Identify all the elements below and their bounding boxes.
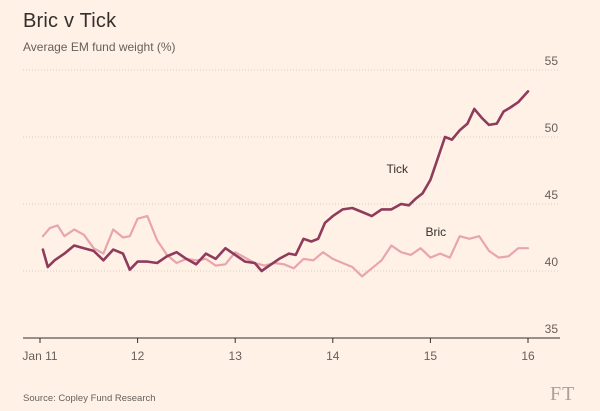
chart-subtitle: Average EM fund weight (%) — [23, 40, 176, 54]
series-line-tick — [41, 90, 530, 273]
ft-logo: FT — [550, 383, 576, 405]
y-tick-label-40: 40 — [545, 255, 559, 269]
x-tick-label-1: 12 — [131, 349, 145, 363]
y-tick-label-55: 55 — [545, 54, 559, 68]
y-tick-label-45: 45 — [545, 188, 559, 202]
y-tick-label-35: 35 — [545, 322, 559, 336]
x-tick-label-4: 15 — [424, 349, 438, 363]
series-label-tick: Tick — [386, 162, 409, 176]
chart-title: Bric v Tick — [23, 10, 117, 32]
y-tick-label-50: 50 — [545, 121, 559, 135]
x-tick-label-0: Jan 11 — [22, 349, 57, 363]
series-line-bric — [41, 215, 530, 278]
source-note: Source: Copley Fund Research — [23, 393, 156, 404]
x-tick-label-2: 13 — [229, 349, 243, 363]
series-label-bric: Bric — [426, 225, 447, 239]
x-tick-label-3: 14 — [326, 349, 340, 363]
x-tick-label-5: 16 — [521, 349, 535, 363]
